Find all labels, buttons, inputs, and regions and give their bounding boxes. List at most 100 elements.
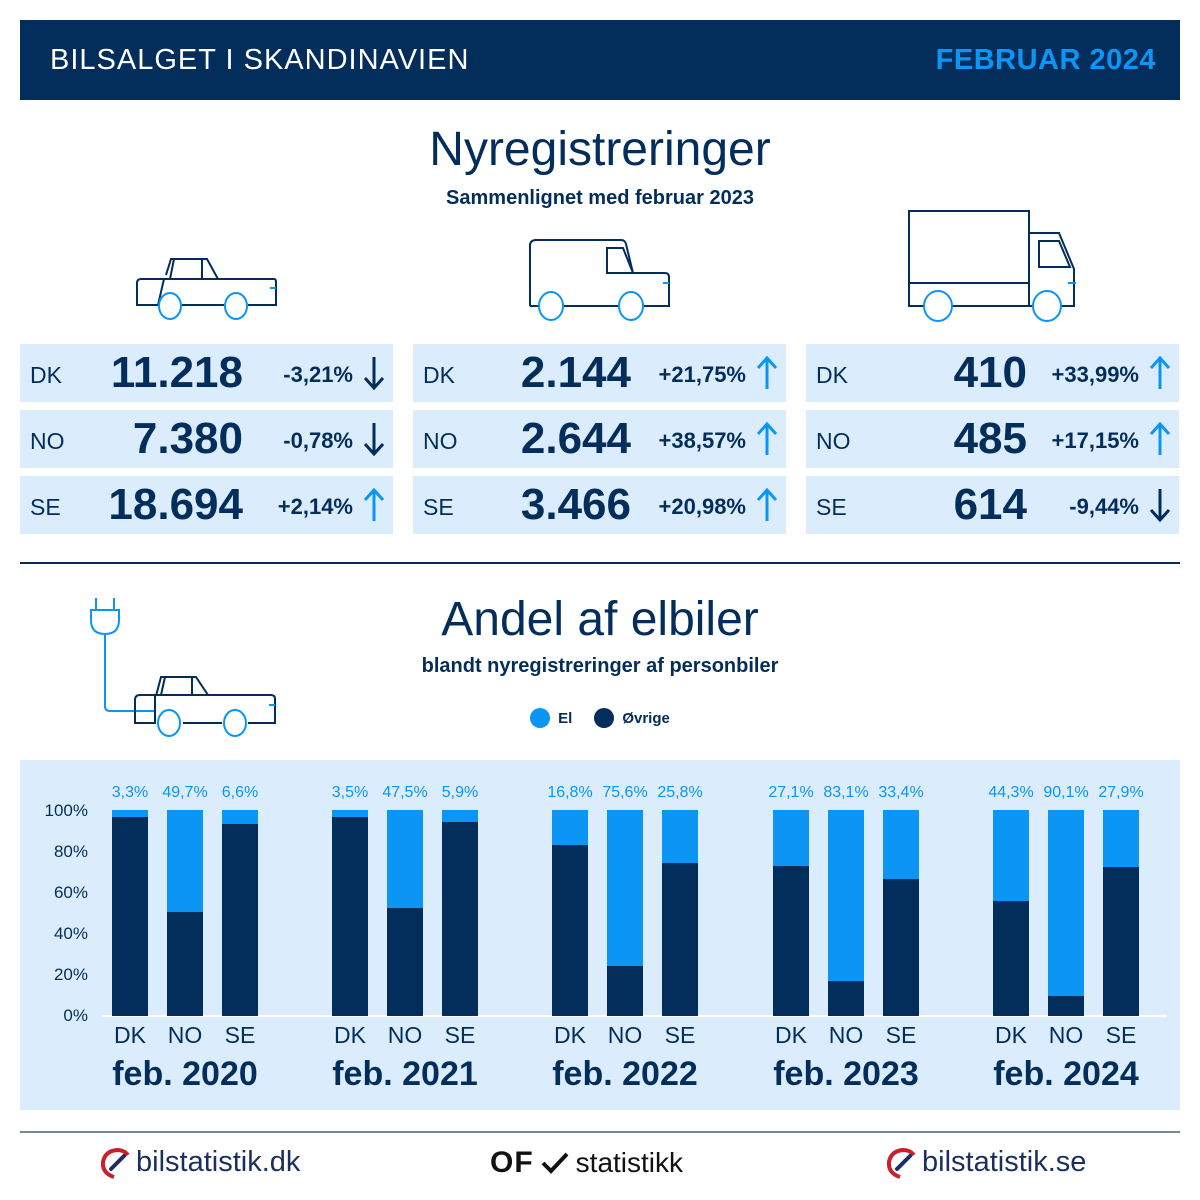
stat-row: SE 3.466 +20,98% (413, 476, 786, 534)
bar-value-label: 5,9% (441, 784, 479, 801)
x-axis-country-label: NO (387, 1022, 423, 1048)
bar-value-label: 3,3% (111, 784, 149, 801)
bar-segment-ovrige (1103, 867, 1139, 1016)
bar-segment-ovrige (1048, 995, 1084, 1016)
section-divider (20, 562, 1180, 564)
bar-value-label: 44,3% (988, 784, 1034, 801)
bar-value-label: 27,9% (1098, 784, 1144, 801)
legend-dot-icon (594, 708, 615, 728)
x-axis-country-label: DK (995, 1022, 1027, 1048)
bar-segment-ovrige (442, 822, 478, 1016)
y-tick: 100% (44, 801, 88, 820)
stat-column-vans: DK 2.144 +21,75% NO 2.644 +38,57% SE 3.4… (413, 344, 786, 542)
truck-icon (906, 209, 1082, 323)
bar-segment-ovrige (773, 865, 809, 1016)
x-axis-group-label: feb. 2023 (773, 1055, 919, 1093)
bar-value-label: 6,6% (221, 784, 259, 801)
bar-segment-el (167, 810, 203, 913)
logo-text: statistikk (575, 1147, 684, 1178)
stat-country: NO (816, 428, 851, 454)
stat-row: NO 485 +17,15% (806, 410, 1179, 468)
chart-legend: El Øvrige (0, 708, 1200, 728)
stat-change: +21,75% (658, 362, 746, 387)
x-axis-country-label: NO (607, 1022, 643, 1048)
logo-ofv-statistikk[interactable]: OF statistikk (490, 1146, 683, 1180)
logo-bilstatistik-se[interactable]: bilstatistik.se (886, 1146, 1086, 1179)
stacked-bar (1103, 810, 1139, 1016)
bar-segment-ovrige (167, 912, 203, 1016)
arrow-down-icon (363, 423, 385, 457)
bar-value-label: 90,1% (1043, 784, 1089, 801)
bar-segment-ovrige (222, 823, 258, 1016)
stat-country: NO (423, 428, 458, 454)
stacked-bar (662, 810, 698, 1016)
header-date: FEBRUAR 2024 (935, 44, 1156, 76)
registrations-subtitle: Sammenlignet med februar 2023 (446, 187, 754, 209)
stacked-bar (607, 810, 643, 1016)
stat-value: 2.144 (520, 348, 631, 397)
stat-value: 614 (953, 480, 1027, 529)
car-icon (134, 258, 280, 322)
y-tick: 20% (53, 965, 88, 984)
stat-value: 3.466 (520, 480, 631, 529)
x-axis-baseline (102, 1015, 1167, 1017)
y-tick: 40% (53, 924, 88, 943)
stat-row: NO 7.380 -0,78% (20, 410, 393, 468)
stat-country: SE (816, 494, 847, 520)
stat-country: DK (816, 362, 848, 388)
stacked-bar (552, 810, 588, 1016)
bar-segment-el (607, 810, 643, 966)
ev-car-plug-icon (85, 596, 285, 738)
stacked-bar (1048, 810, 1084, 1016)
stat-change: +33,99% (1051, 362, 1139, 387)
bar-segment-el (387, 810, 423, 908)
stacked-bar (993, 810, 1029, 1016)
stacked-bar (773, 810, 809, 1016)
bar-segment-ovrige (828, 981, 864, 1016)
bar-value-label: 27,1% (768, 784, 814, 801)
logo-bilstatistik-dk[interactable]: bilstatistik.dk (100, 1146, 300, 1179)
x-axis-country-label: NO (828, 1022, 864, 1048)
stacked-bar (387, 810, 423, 1016)
bar-value-label: 47,5% (382, 784, 428, 801)
x-axis-country-label: SE (885, 1022, 917, 1048)
x-axis-group-label: feb. 2024 (993, 1055, 1139, 1093)
arrow-up-icon (756, 421, 778, 455)
stat-column-cars: DK 11.218 -3,21% NO 7.380 -0,78% SE 18.6… (20, 344, 393, 542)
speedometer-icon (100, 1147, 130, 1179)
arrow-up-icon (363, 487, 385, 521)
ev-share-subtitle: blandt nyregistreringer af personbiler (421, 655, 779, 677)
stat-row: NO 2.644 +38,57% (413, 410, 786, 468)
x-axis-country-label: SE (224, 1022, 256, 1048)
bar-segment-el (442, 810, 478, 823)
bar-segment-el (662, 810, 698, 864)
stat-country: NO (30, 428, 65, 454)
stat-change: +2,14% (277, 494, 353, 519)
stat-column-trucks: DK 410 +33,99% NO 485 +17,15% SE 614 -9,… (806, 344, 1179, 542)
y-tick: 60% (53, 883, 88, 902)
stat-country: SE (30, 494, 61, 520)
bar-segment-el (993, 810, 1029, 902)
bar-segment-ovrige (387, 907, 423, 1016)
bar-segment-el (222, 810, 258, 824)
bar-value-label: 3,5% (331, 784, 369, 801)
stacked-bar (112, 810, 148, 1016)
stat-country: DK (423, 362, 455, 388)
stat-change: -0,78% (283, 428, 353, 453)
stat-value: 18.694 (108, 480, 243, 529)
footer-divider (20, 1131, 1180, 1133)
stacked-bar (883, 810, 919, 1016)
stat-country: DK (30, 362, 62, 388)
bar-value-label: 49,7% (162, 784, 208, 801)
bar-segment-el (773, 810, 809, 866)
registrations-title: Nyregistreringer (429, 123, 771, 176)
stat-change: -9,44% (1069, 494, 1139, 519)
stat-change: +38,57% (658, 428, 746, 453)
stat-row: DK 11.218 -3,21% (20, 344, 393, 402)
bar-segment-ovrige (607, 965, 643, 1016)
bar-segment-ovrige (993, 901, 1029, 1016)
stat-country: SE (423, 494, 454, 520)
legend-label: Øvrige (622, 709, 670, 727)
bar-value-label: 83,1% (823, 784, 869, 801)
legend-item-el: El (530, 708, 572, 728)
